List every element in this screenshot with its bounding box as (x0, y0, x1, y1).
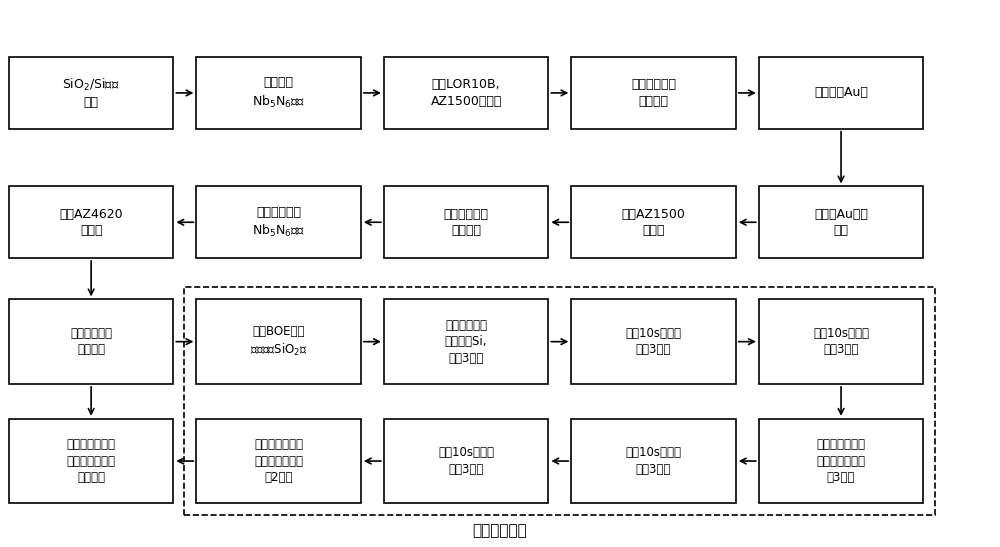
Text: 紫外曝光绘制
天线图形: 紫外曝光绘制 天线图形 (631, 78, 676, 108)
Text: 冷却10s，继续
刻蚀3分钟: 冷却10s，继续 刻蚀3分钟 (813, 327, 869, 357)
Text: 旋涂LOR10B,
AZ1500光刻胶: 旋涂LOR10B, AZ1500光刻胶 (430, 78, 502, 108)
Bar (571, 419, 736, 503)
Text: 磁控成长
Nb$_5$N$_6$薄膜: 磁控成长 Nb$_5$N$_6$薄膜 (252, 76, 305, 109)
Text: 旋涂AZ1500
光刻胶: 旋涂AZ1500 光刻胶 (622, 207, 686, 237)
Text: 在丙酮中浸泡去
除残胶，得到太
赫兹器件: 在丙酮中浸泡去 除残胶，得到太 赫兹器件 (67, 438, 116, 484)
Text: 重新充入刻蚀气
体，反应离子刻
蚀2分钟: 重新充入刻蚀气 体，反应离子刻 蚀2分钟 (254, 438, 303, 484)
Bar (196, 187, 361, 258)
Bar (571, 299, 736, 384)
Bar (384, 419, 548, 503)
Bar (571, 57, 736, 129)
Bar (196, 299, 361, 384)
Bar (9, 57, 173, 129)
Text: 反应离子刻蚀
窗口中的Si,
刻蚀3分钟: 反应离子刻蚀 窗口中的Si, 刻蚀3分钟 (445, 319, 487, 365)
Bar (196, 419, 361, 503)
Text: 关键工艺步骤: 关键工艺步骤 (473, 523, 527, 538)
Text: 磁控生长Au层: 磁控生长Au层 (814, 86, 868, 100)
Bar (759, 299, 923, 384)
Bar (9, 299, 173, 384)
Text: 反应离子刻蚀
Nb$_5$N$_6$薄膜: 反应离子刻蚀 Nb$_5$N$_6$薄膜 (252, 206, 305, 239)
Bar (184, 287, 935, 515)
Text: SiO$_2$/Si双层
衬底: SiO$_2$/Si双层 衬底 (62, 77, 120, 109)
Bar (571, 187, 736, 258)
Bar (9, 419, 173, 503)
Text: 使用BOE刻蚀
窗口内的SiO$_2$层: 使用BOE刻蚀 窗口内的SiO$_2$层 (250, 325, 307, 358)
Text: 冷却10s，继续
刻蚀3分钟: 冷却10s，继续 刻蚀3分钟 (626, 446, 682, 476)
Bar (384, 57, 548, 129)
Text: 剥离出Au天线
图形: 剥离出Au天线 图形 (814, 207, 868, 237)
Text: 冷却10s，继续
刻蚀3分钟: 冷却10s，继续 刻蚀3分钟 (438, 446, 494, 476)
Bar (196, 57, 361, 129)
Bar (759, 187, 923, 258)
Bar (9, 187, 173, 258)
Text: 冷却10s，继续
刻蚀3分钟: 冷却10s，继续 刻蚀3分钟 (626, 327, 682, 357)
Text: 重新充入刻蚀气
体，反应离子刻
蚀3分钟: 重新充入刻蚀气 体，反应离子刻 蚀3分钟 (817, 438, 866, 484)
Bar (759, 57, 923, 129)
Text: 紫外曝光绘制
刻蚀窗口: 紫外曝光绘制 刻蚀窗口 (70, 327, 112, 357)
Text: 旋涂AZ4620
光刻胶: 旋涂AZ4620 光刻胶 (59, 207, 123, 237)
Bar (759, 419, 923, 503)
Text: 紫外曝光绘制
微桥图形: 紫外曝光绘制 微桥图形 (444, 207, 489, 237)
Bar (384, 299, 548, 384)
Bar (384, 187, 548, 258)
